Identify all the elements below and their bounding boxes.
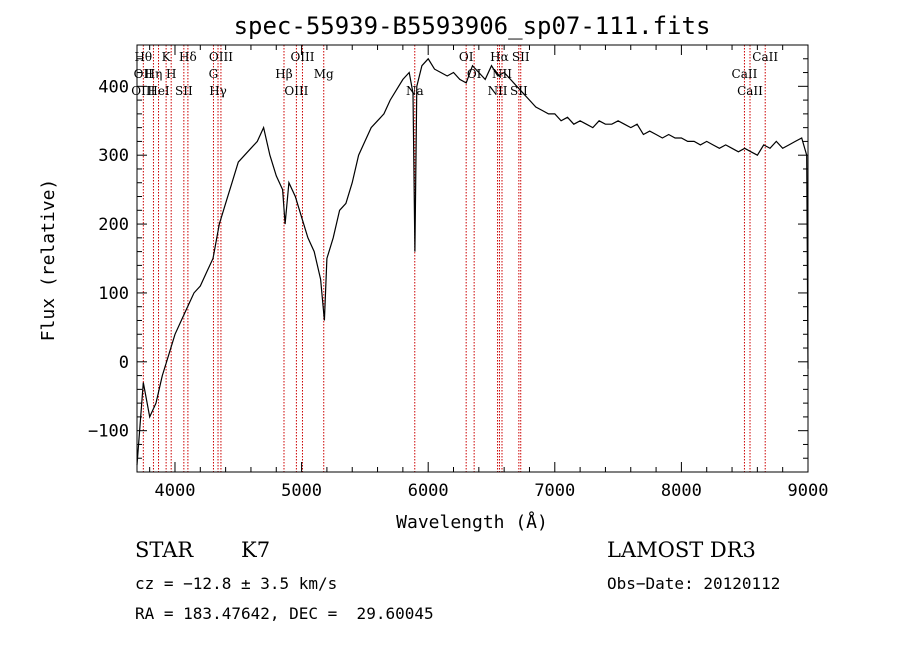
obs-date: Obs−Date: 20120112: [607, 574, 781, 593]
y-tick-label: 400: [98, 77, 129, 97]
object-subclass: K7: [241, 538, 271, 562]
spectral-line-label: OIII: [209, 50, 233, 64]
y-tick-label: 200: [98, 215, 129, 235]
plot-frame: [136, 44, 809, 473]
spectral-line-label: SII: [175, 84, 193, 98]
x-tick-label: 4000: [155, 481, 196, 501]
object-class: STAR: [135, 538, 194, 562]
spectral-line-label: Hδ: [179, 50, 197, 64]
spectral-line-label: Mg: [314, 67, 334, 81]
spectral-line-label: H: [166, 67, 176, 81]
x-tick-label: 8000: [661, 481, 702, 501]
spectrum-line: [136, 57, 809, 466]
spectral-line-label: CaII: [732, 67, 758, 81]
x-axis-ticks: 4000 5000 6000 7000 8000 9000: [149, 45, 829, 501]
spectral-line-label: SII: [512, 50, 530, 64]
y-tick-label: 300: [98, 146, 129, 166]
spectral-line-label: G: [209, 67, 219, 81]
survey-name: LAMOST DR3: [607, 538, 756, 562]
coordinates: RA = 183.47642, DEC = 29.60045: [135, 604, 434, 623]
x-tick-label: 7000: [534, 481, 575, 501]
spectral-line-label: CaII: [737, 84, 763, 98]
spectral-line-label: CaII: [752, 50, 778, 64]
spectral-line-label: Hα: [490, 50, 509, 64]
spectral-line-label: OIII: [290, 50, 314, 64]
spectral-line-label: K: [162, 50, 172, 64]
spectral-line-label: OI: [459, 50, 474, 64]
spectral-line-label: Na: [406, 84, 424, 98]
y-tick-label: 100: [98, 284, 129, 304]
spectral-line-label: Hβ: [275, 67, 292, 81]
x-tick-label: 5000: [281, 481, 322, 501]
spectral-line-label: HeI: [147, 84, 170, 98]
spectral-line-label: Hη: [145, 67, 163, 81]
redshift-readout: cz = −12.8 ± 3.5 km/s: [135, 574, 338, 593]
spectral-line-label: OIII: [284, 84, 308, 98]
spectral-line-label: SII: [510, 84, 528, 98]
y-axis-label: Flux (relative): [38, 179, 59, 342]
spectral-line-markers: [142, 45, 766, 472]
spectral-line-label: Hγ: [209, 84, 227, 98]
spectral-line-label: OII: [134, 67, 154, 81]
spectral-line-label: Hθ: [134, 50, 152, 64]
x-tick-label: 6000: [408, 481, 449, 501]
y-tick-label: −100: [88, 422, 129, 442]
x-tick-label: 9000: [788, 481, 829, 501]
chart-title: spec-55939-B5593906_sp07-111.fits: [234, 12, 711, 40]
y-tick-label: 0: [119, 353, 129, 373]
y-axis-ticks: −100 0 100 200 300 400: [88, 58, 808, 459]
x-axis-label: Wavelength (Å): [396, 511, 548, 533]
spectral-line-label: NII: [488, 84, 508, 98]
